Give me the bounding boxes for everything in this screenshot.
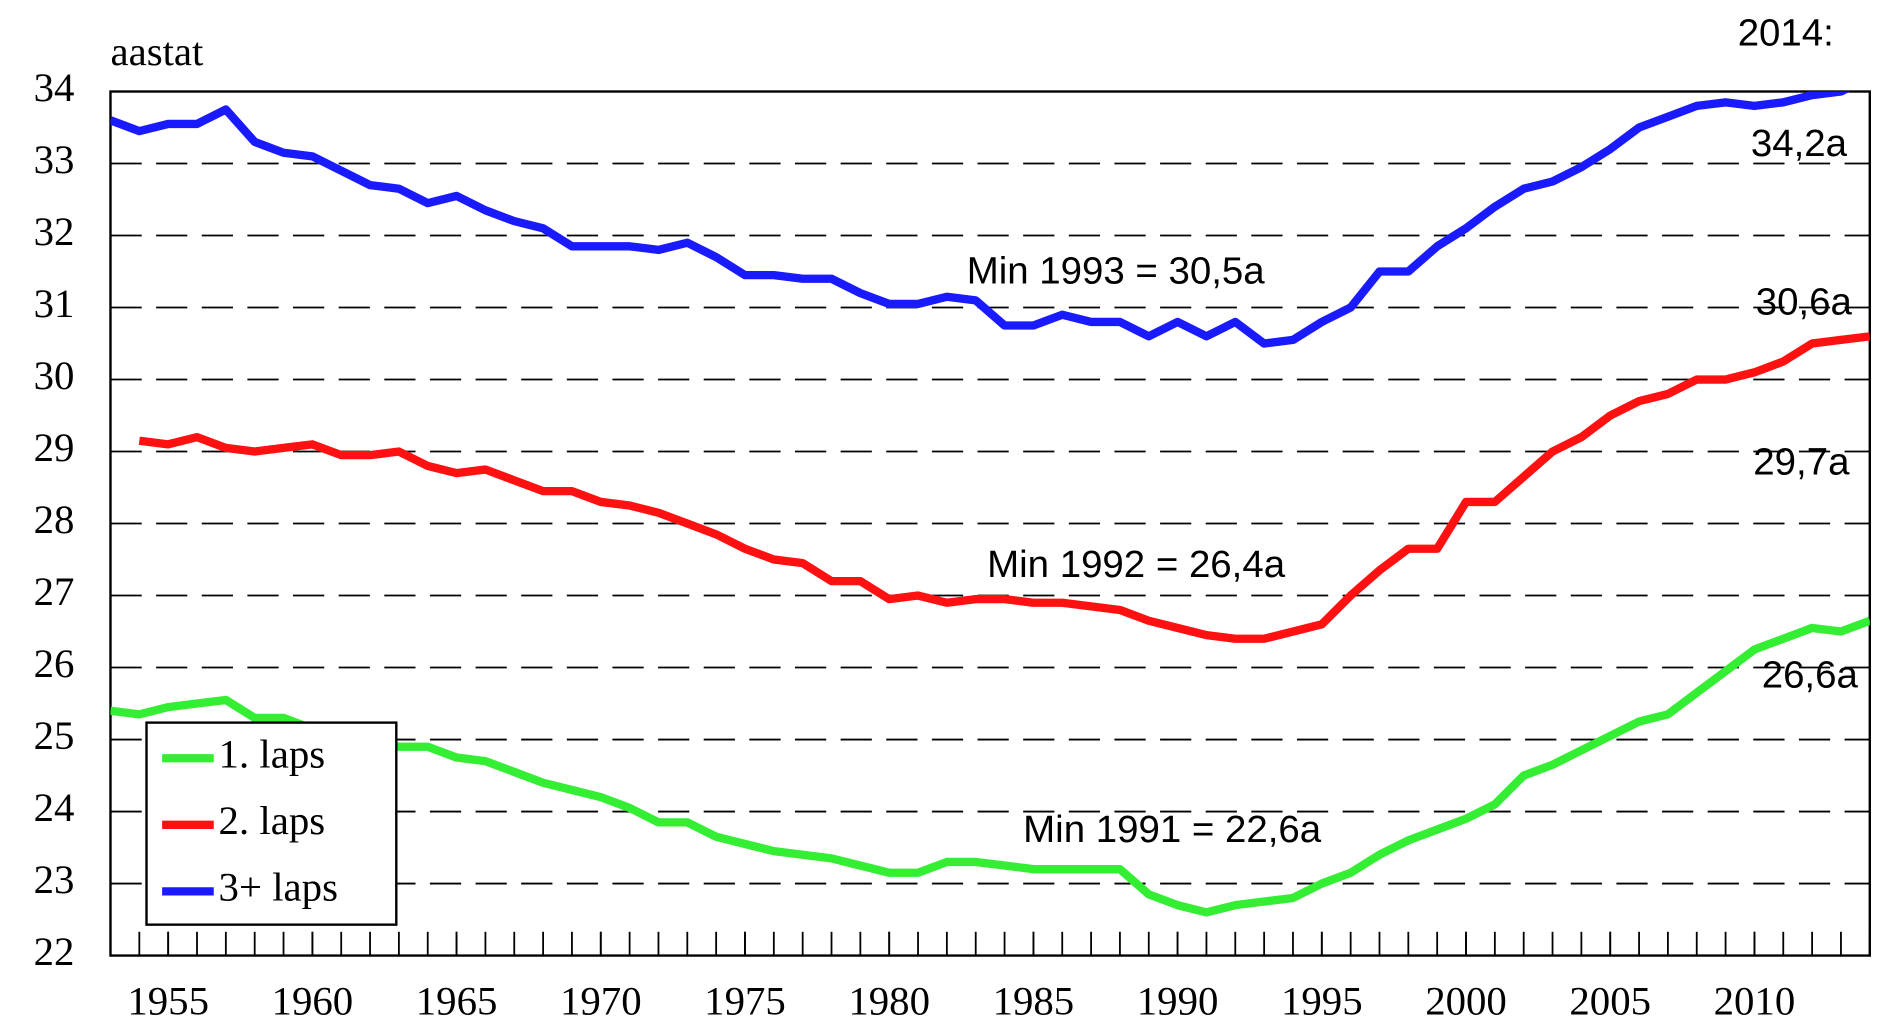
legend-label: 3+ laps [219,865,338,910]
y-tick-label: 31 [34,281,75,326]
y-tick-label: 30 [34,353,75,398]
y-tick-label: 34 [34,65,75,110]
x-tick-label: 1975 [704,979,786,1024]
y-tick-label: 26 [34,641,75,686]
y-tick-label: 33 [34,137,75,182]
annotation: 2014: [1738,12,1834,55]
x-tick-label: 1985 [993,979,1075,1024]
y-axis-label: aastat [110,29,204,74]
y-tick-label: 27 [34,569,75,614]
y-tick-label: 23 [34,857,75,902]
series-line [138,332,1870,643]
x-tick-label: 1955 [127,979,209,1024]
x-tick-label: 1970 [560,979,642,1024]
series-line [110,616,1870,917]
lines [110,91,1870,917]
annotation: Min 1991 = 22,6a [1023,808,1322,851]
x-tick-label: 2010 [1714,979,1796,1024]
x-tick-label: 1960 [272,979,354,1024]
y-tick-label: 28 [34,497,75,542]
x-tick-label: 1980 [848,979,930,1024]
plot-frame [109,90,1871,957]
annotation: Min 1992 = 26,4a [987,543,1286,586]
annotation: 30,6a [1756,280,1853,323]
x-tick-label: 2000 [1425,979,1507,1024]
x-tick-label: 1965 [416,979,498,1024]
x-tick-label: 2005 [1569,979,1651,1024]
y-tick-label: 29 [34,425,75,470]
y-tick-label: 32 [34,209,75,254]
annotation: 34,2a [1751,122,1848,165]
annotation: 26,6a [1762,654,1859,697]
y-tick-label: 22 [34,929,75,974]
x-tick-label: 1990 [1137,979,1219,1024]
legend-label: 1. laps [219,732,326,777]
legend-label: 2. laps [219,798,326,843]
annotation: Min 1993 = 30,5a [967,250,1266,293]
series-line [110,91,1851,348]
y-tick-label: 24 [34,785,75,830]
annotation: 29,7a [1753,441,1850,484]
x-tick-label: 1995 [1281,979,1363,1024]
y-tick-label: 25 [34,713,75,758]
